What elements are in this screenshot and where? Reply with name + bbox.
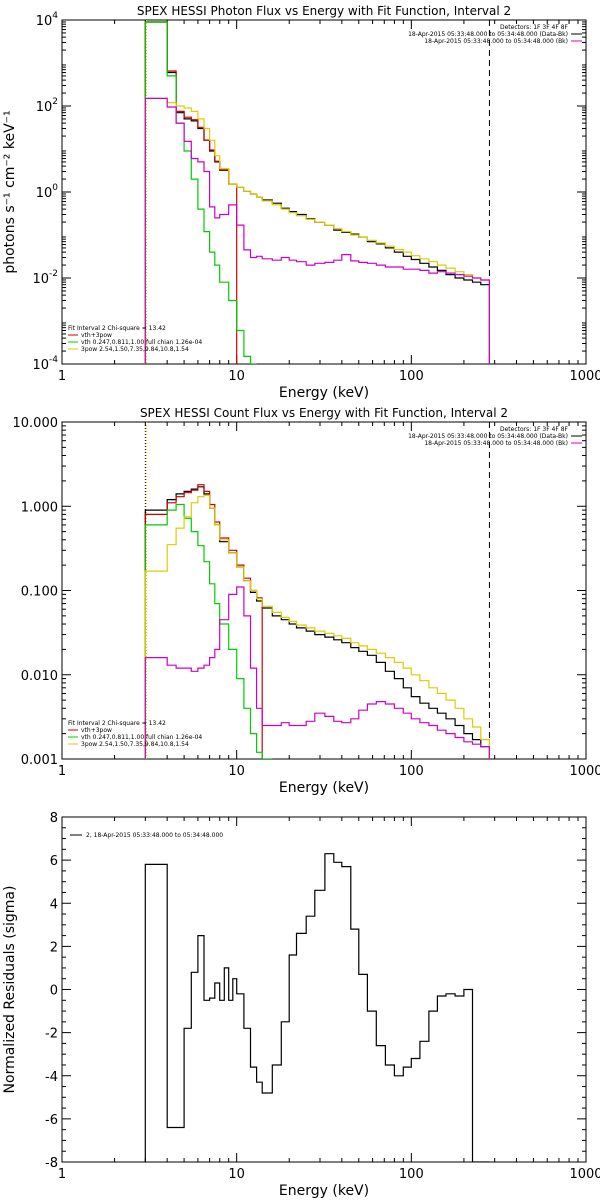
x-tick-label: 100: [399, 1167, 424, 1182]
fit-legend-header: Fit Interval 2 Chi-square = 13.42: [68, 325, 166, 332]
data-legend-header: Detectors: 1F 3F 4F 8F: [500, 24, 569, 31]
x-tick-label: 1: [58, 369, 66, 384]
residuals-panel: 1 10 100 1000 Energy (keV) -8 -6 -4 -2 0 2 4 6 8 Norma…: [2, 811, 600, 1199]
y-tick-label: -8: [45, 1156, 58, 1171]
y-tick-label: 10-2: [32, 269, 58, 287]
y-tick-base: 10: [32, 358, 49, 373]
y-tick-label: 100: [36, 183, 59, 201]
y-tick-label: 4: [50, 897, 58, 912]
chart-title: SPEX HESSI Photon Flux vs Energy with Fi…: [137, 4, 511, 18]
series-3pow: [144, 494, 490, 759]
y-tick-label: 10.000: [13, 416, 59, 431]
series-bk: [144, 586, 490, 759]
x-axis-label: Energy (keV): [279, 780, 369, 796]
x-tick-label: 1: [58, 764, 66, 779]
fit-legend-entry: vth 0.247,0.811,1.00 full chian 1.26e-04: [81, 734, 202, 741]
x-tick-label: 100: [399, 764, 424, 779]
series-vth: [144, 503, 273, 759]
y-tick-exponent: 4: [52, 11, 58, 21]
fit-legend-entry: vth+3pow: [81, 332, 112, 339]
y-tick-base: 10: [36, 186, 53, 201]
x-tick-label: 1000: [569, 764, 600, 779]
x-tick-label: 10: [228, 369, 245, 384]
fit-legend-entry: vth 0.247,0.811,1.00 full chian 1.26e-04: [81, 339, 202, 346]
y-tick-label: 6: [50, 854, 58, 869]
x-axis-label: Energy (keV): [279, 385, 369, 401]
data-legend-entry: 18-Apr-2015 05:33:48.000 to 05:34:48.000…: [424, 38, 568, 45]
y-tick-label: 0.100: [21, 585, 58, 600]
fit-legend-entry: 3pow 2.54,1.50,7.35,9.84,10.8,1.54: [81, 741, 189, 748]
x-tick-label: 1000: [569, 1167, 600, 1182]
y-tick-label: 102: [36, 97, 58, 115]
series-residuals: [144, 853, 490, 1162]
y-tick-label: 0.001: [21, 753, 58, 768]
x-tick-label: 1000: [569, 369, 600, 384]
y-axis-label: photons s⁻¹ cm⁻² keV⁻¹: [2, 110, 18, 273]
y-tick-base: 10: [32, 272, 49, 287]
y-tick-exponent: 0: [52, 183, 58, 193]
y-tick-label: 1.000: [21, 500, 58, 515]
chart-title: SPEX HESSI Count Flux vs Energy with Fit…: [140, 406, 508, 420]
y-tick-label: 2: [50, 940, 58, 955]
x-tick-label: 100: [399, 369, 424, 384]
fit-legend-entry: vth+3pow: [81, 727, 112, 734]
y-tick-label: 104: [36, 11, 59, 29]
y-tick-base: 10: [36, 100, 53, 115]
series-bk: [144, 97, 490, 364]
x-tick-label: 10: [228, 1167, 245, 1182]
y-tick-label: 8: [50, 811, 58, 826]
y-tick-exponent: -4: [49, 355, 58, 365]
y-tick-label: -6: [45, 1113, 58, 1128]
x-tick-label: 10: [228, 764, 245, 779]
y-tick-base: 10: [36, 14, 53, 29]
series-vth: [144, 21, 257, 364]
y-tick-label: -2: [45, 1027, 58, 1042]
photon-flux-panel: SPEX HESSI Photon Flux vs Energy with Fi…: [2, 4, 600, 401]
y-tick-label: 0: [50, 984, 58, 999]
data-legend: 2, 18-Apr-2015 05:33:48.000 to 05:34:48.…: [70, 832, 223, 839]
y-tick-label: -4: [45, 1070, 58, 1085]
data-legend-entry: 18-Apr-2015 05:33:48.000 to 05:34:48.000…: [424, 440, 568, 447]
series-data: [144, 486, 490, 759]
y-axis-label: Normalized Residuals (sigma): [2, 886, 18, 1094]
data-legend-entry: 2, 18-Apr-2015 05:33:48.000 to 05:34:48.…: [86, 832, 223, 839]
fit-legend-entry: 3pow 2.54,1.50,7.35,9.84,10.8,1.54: [81, 346, 189, 353]
count-flux-panel: SPEX HESSI Count Flux vs Energy with Fit…: [13, 406, 600, 796]
fit-legend: Fit Interval 2 Chi-square = 13.42vth+3po…: [68, 325, 202, 353]
fit-legend-header: Fit Interval 2 Chi-square = 13.42: [68, 720, 166, 727]
y-tick-exponent: -2: [49, 269, 58, 279]
data-legend-entry: 18-Apr-2015 05:33:48.000 to 05:34:48.000…: [408, 31, 568, 38]
data-legend-header: Detectors: 1F 3F 4F 8F: [500, 426, 569, 433]
y-tick-label: 0.010: [21, 669, 58, 684]
fit-legend: Fit Interval 2 Chi-square = 13.42vth+3po…: [68, 720, 202, 748]
data-legend-entry: 18-Apr-2015 05:33:48.000 to 05:34:48.000…: [408, 433, 568, 440]
y-tick-exponent: 2: [52, 97, 58, 107]
x-axis-label: Energy (keV): [279, 1183, 369, 1199]
x-tick-label: 1: [58, 1167, 66, 1182]
y-tick-label: 10-4: [32, 355, 58, 373]
series-3pow: [144, 97, 490, 364]
